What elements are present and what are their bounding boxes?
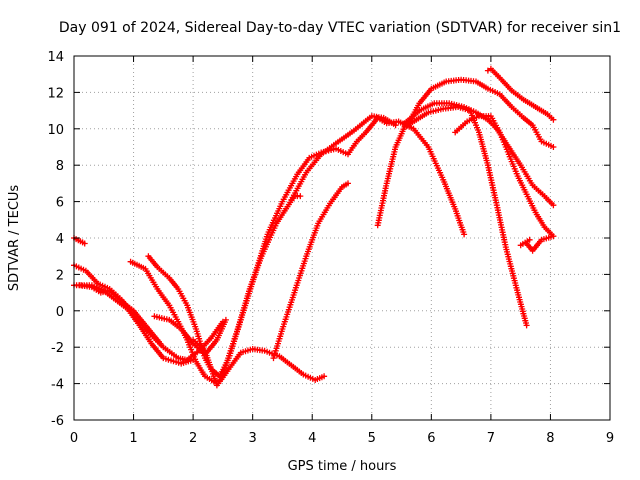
y-tick-label: 2 bbox=[56, 268, 64, 283]
series-markers bbox=[484, 65, 557, 123]
data-series bbox=[71, 65, 557, 389]
x-ticks: 0 1 2 3 4 5 6 7 8 9 bbox=[70, 56, 614, 446]
series-arc-7 bbox=[151, 313, 229, 358]
series-markers bbox=[404, 76, 557, 150]
y-tick-label: 8 bbox=[56, 159, 64, 174]
y-tick-label: 10 bbox=[47, 123, 64, 138]
series-markers bbox=[145, 114, 468, 380]
series-arc-4 bbox=[77, 282, 164, 347]
y-axis-label: SDTVAR / TECUs bbox=[7, 185, 22, 292]
y-tick-label: -4 bbox=[51, 378, 64, 393]
series-arc-15 bbox=[484, 65, 557, 123]
y-tick-label: 4 bbox=[56, 232, 64, 247]
x-tick-label: 6 bbox=[427, 431, 435, 446]
y-tick-label: 12 bbox=[47, 86, 64, 101]
y-tick-label: -6 bbox=[51, 414, 64, 429]
series-arc-11 bbox=[374, 104, 530, 329]
x-tick-label: 0 bbox=[70, 431, 78, 446]
x-tick-label: 8 bbox=[546, 431, 554, 446]
x-tick-label: 4 bbox=[308, 431, 316, 446]
x-tick-label: 1 bbox=[129, 431, 137, 446]
y-tick-label: 14 bbox=[47, 50, 64, 65]
y-ticks: -6 -4 -2 0 2 4 6 8 10 12 14 bbox=[47, 50, 610, 429]
series-arc-13 bbox=[404, 76, 557, 150]
series-arc-9 bbox=[270, 180, 351, 362]
y-tick-label: 6 bbox=[56, 196, 64, 211]
x-tick-label: 3 bbox=[249, 431, 257, 446]
x-axis-label: GPS time / hours bbox=[288, 459, 397, 474]
series-markers bbox=[517, 236, 533, 249]
series-arc-14 bbox=[452, 113, 557, 254]
series-markers bbox=[288, 113, 399, 203]
x-tick-label: 2 bbox=[189, 431, 197, 446]
series-arc-10 bbox=[288, 113, 399, 203]
series-markers bbox=[270, 180, 351, 362]
series-arc-16 bbox=[517, 236, 533, 249]
series-markers bbox=[374, 104, 530, 329]
chart-title: Day 091 of 2024, Sidereal Day-to-day VTE… bbox=[59, 20, 621, 36]
x-tick-label: 9 bbox=[606, 431, 614, 446]
x-tick-label: 5 bbox=[368, 431, 376, 446]
y-tick-label: -2 bbox=[51, 341, 64, 356]
series-markers bbox=[151, 313, 229, 358]
y-tick-label: 0 bbox=[56, 305, 64, 320]
series-line bbox=[147, 116, 466, 378]
x-tick-label: 7 bbox=[487, 431, 495, 446]
series-markers bbox=[77, 282, 164, 347]
series-markers bbox=[452, 113, 557, 254]
